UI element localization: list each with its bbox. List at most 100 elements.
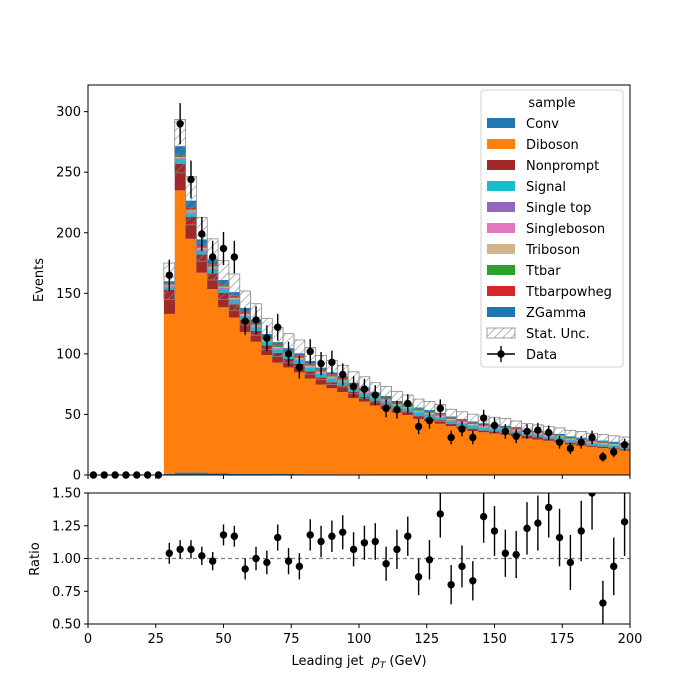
bar-diboson: [499, 434, 512, 475]
data-point: [349, 382, 358, 391]
legend-label: Triboson: [525, 243, 580, 258]
ratio-point: [176, 545, 184, 554]
ratio-point: [328, 532, 336, 540]
legend-label: ZGamma: [526, 306, 586, 321]
legend-swatch-stat-unc: [486, 327, 516, 339]
data-point: [393, 405, 401, 414]
legend-label: Stat. Unc.: [526, 327, 590, 342]
bar-conv: [163, 473, 176, 475]
bar-conv: [261, 473, 273, 475]
legend-swatch: [487, 244, 515, 254]
data-point: [274, 323, 282, 331]
ratio-point: [306, 531, 314, 539]
ratio-y-tick-label: 0.50: [52, 618, 81, 633]
bar-conv: [218, 473, 230, 475]
bar-nonprompt: [467, 428, 479, 432]
legend-swatch: [487, 118, 515, 128]
ratio-point: [219, 531, 228, 539]
stat-unc-box: [217, 260, 230, 300]
ratio-point: [208, 557, 217, 565]
bar-diboson: [369, 405, 381, 475]
ratio-point: [349, 545, 358, 554]
data-point: [512, 432, 520, 440]
data-point: [198, 230, 206, 238]
y-tick-label: 300: [56, 105, 81, 120]
legend-label: Single top: [526, 201, 591, 216]
ratio-point: [447, 581, 455, 589]
legend-label: Singleboson: [526, 222, 605, 237]
bar-nonprompt: [315, 377, 327, 385]
bar-diboson: [207, 289, 219, 474]
y-tick-label: 150: [56, 287, 81, 302]
data-points: [89, 103, 629, 479]
ratio-point: [620, 518, 629, 526]
data-point: [404, 399, 412, 408]
bar-diboson: [283, 367, 295, 475]
stat-unc-box: [445, 408, 457, 425]
bar-diboson: [521, 438, 533, 475]
ratio-points: [165, 493, 629, 624]
bar-conv: [250, 473, 262, 475]
bar-conv: [207, 473, 219, 475]
y-tick-label: 200: [56, 226, 81, 241]
data-point: [588, 433, 596, 442]
x-tick-label: 75: [283, 632, 300, 647]
main-x-axis: [87, 475, 631, 479]
legend-swatch: [487, 160, 515, 170]
data-point: [620, 441, 629, 449]
bar-diboson: [196, 272, 208, 473]
bar-diboson: [543, 440, 555, 475]
bar-nonprompt: [597, 446, 609, 449]
ratio-point: [577, 527, 585, 535]
data-point: [555, 438, 564, 446]
data-point: [425, 416, 434, 425]
data-point: [241, 317, 249, 325]
data-point: [165, 271, 173, 279]
stat-unc-box: [607, 435, 620, 449]
ratio-point: [469, 577, 477, 585]
ratio-point: [566, 558, 575, 567]
bar-diboson: [239, 332, 251, 474]
bar-diboson: [315, 384, 327, 475]
x-axis-label-prefix: Leading jet: [291, 654, 363, 669]
bar-nonprompt: [359, 396, 371, 402]
main-y-axis-label: Events: [32, 258, 47, 302]
bar-diboson: [456, 428, 468, 475]
data-point: [610, 448, 618, 456]
bar-nonprompt: [478, 429, 490, 433]
legend: sample Conv Diboson Nonprompt Signal Single t…: [480, 89, 624, 368]
x-axis-label-unit: (GeV): [389, 654, 426, 669]
bar-nonprompt: [250, 330, 262, 342]
legend-label: Ttbarpowheg: [525, 285, 612, 300]
x-axis-label-sub: T: [380, 661, 387, 671]
ratio-point: [425, 556, 434, 564]
ratio-point: [263, 558, 271, 567]
legend-swatch: [487, 181, 515, 191]
data-point: [458, 425, 466, 433]
data-point: [545, 428, 553, 437]
bar-nonprompt: [543, 439, 555, 441]
bar-nonprompt: [586, 445, 598, 447]
bar-diboson: [413, 418, 425, 475]
data-point: [599, 453, 607, 461]
ratio-point: [588, 493, 596, 497]
bar-diboson: [185, 238, 197, 473]
ratio-point: [523, 524, 531, 533]
x-tick-label: 175: [550, 632, 575, 647]
ratio-point: [458, 562, 466, 571]
ratio-point: [230, 532, 239, 540]
bar-diboson: [532, 439, 544, 475]
bar-nonprompt: [413, 415, 425, 419]
legend-label: Nonprompt: [526, 159, 599, 174]
bar-diboson: [337, 392, 349, 475]
bar-nonprompt: [402, 411, 414, 416]
ratio-point: [404, 532, 412, 540]
legend-swatch: [487, 202, 515, 212]
bar-diboson: [564, 444, 577, 475]
legend-swatch: [487, 307, 515, 317]
bar-conv: [196, 472, 208, 475]
bar-nonprompt: [337, 385, 349, 393]
bar-nonprompt: [434, 420, 447, 424]
x-tick-label: 125: [414, 632, 439, 647]
